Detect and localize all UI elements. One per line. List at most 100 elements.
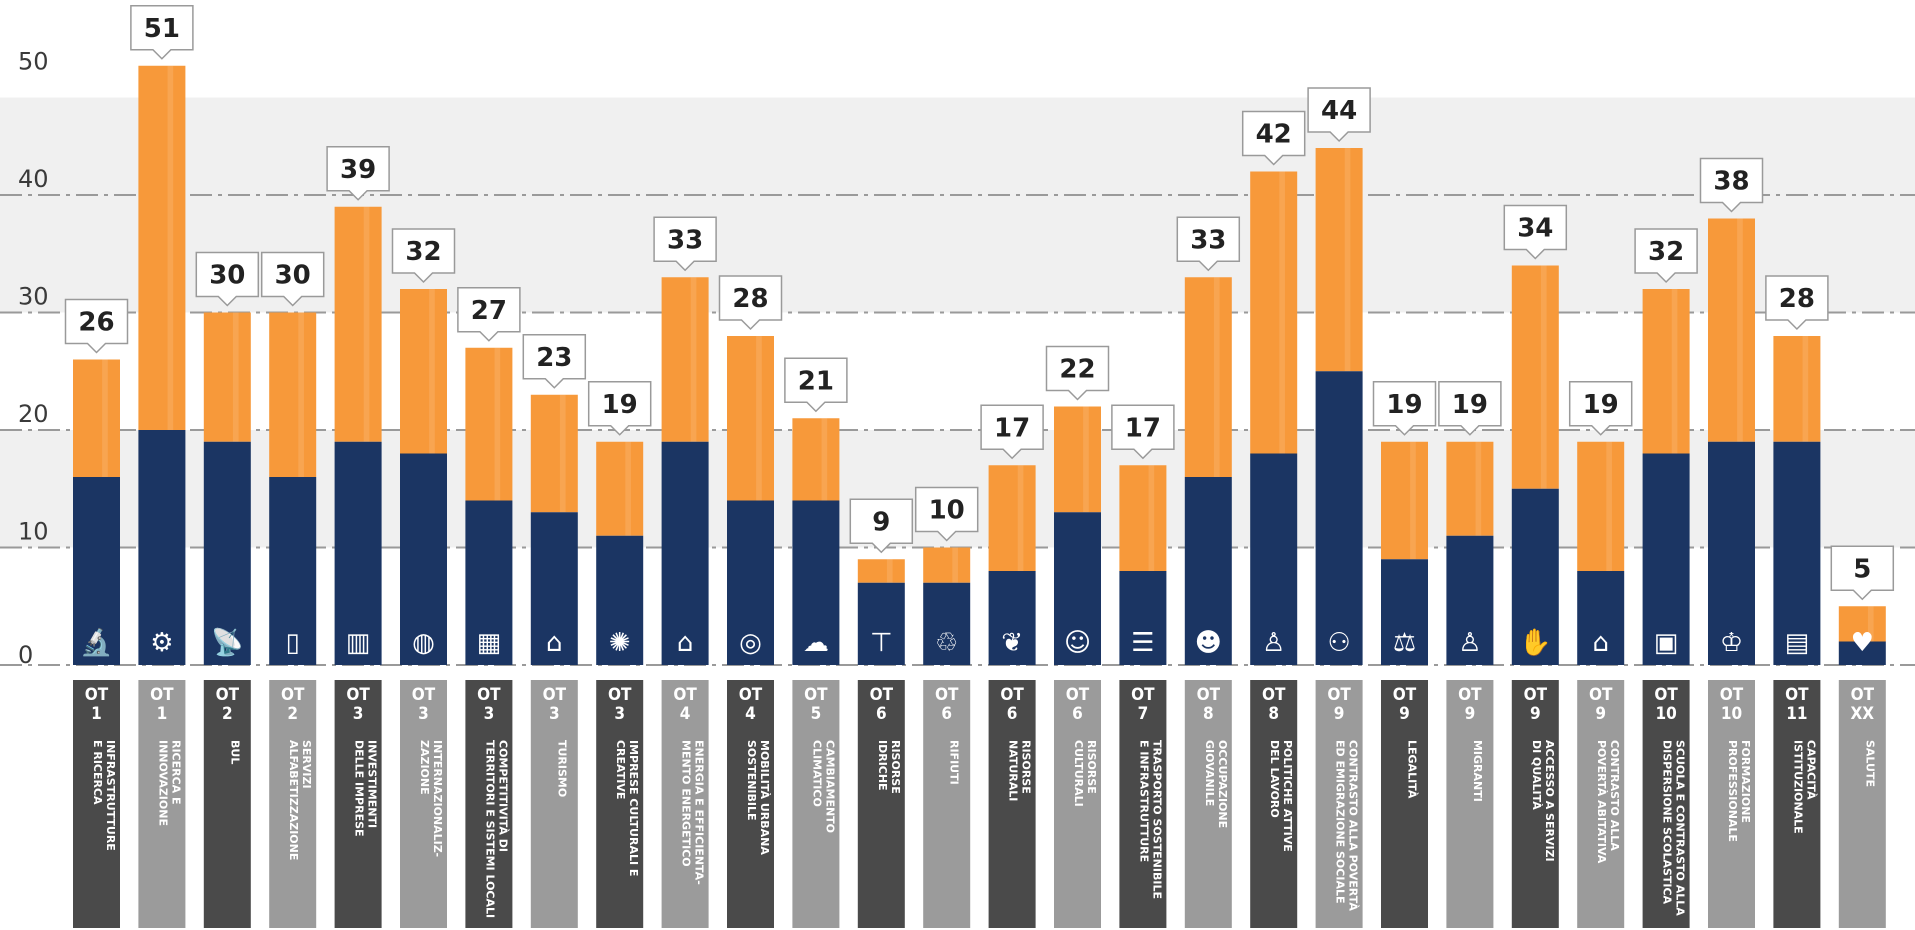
category-ot-number: 10 (1721, 704, 1742, 724)
bars: 🔬 26 ⚙ 51 📡 30 ▯ 30 ▥ 39 ◍ 32 ▦ 27 ⌂ 23 ✺ 19 ⌂ 33 ◎ 28 ☁ 21 ⊤ 9 ♲ 1… (64, 5, 1895, 665)
category-name-label: SCUOLA E CONTRASTO ALLA (1674, 740, 1687, 916)
category-name-label: CREATIVE (614, 740, 627, 799)
category-ot-number: 9 (1530, 704, 1541, 724)
value-callout (522, 334, 587, 389)
theatre-masks-icon: ☺ (1064, 628, 1091, 658)
bar-segment-bottom (1119, 571, 1167, 665)
category-ot-label: OT (1851, 685, 1875, 705)
bar-highlight (1344, 148, 1351, 372)
category-label-box (1315, 680, 1363, 928)
bar-segment-top (73, 359, 120, 477)
bar-segment-bottom (1577, 571, 1625, 665)
graduation-cap-icon: ♔ (1720, 628, 1743, 658)
value-label: 19 (1452, 390, 1488, 420)
category-name-label: BUL (228, 740, 241, 764)
category-ot-label: OT (1524, 685, 1548, 705)
bar-highlight (1606, 441, 1612, 571)
category-ot-number: 6 (1072, 704, 1083, 724)
bar-segment-top (1315, 148, 1363, 372)
category-name-label: LEGALITÀ (1406, 740, 1419, 799)
bar-highlight (1802, 336, 1809, 442)
value-label: 38 (1713, 167, 1749, 197)
category-name-label: MIGRANTI (1471, 740, 1484, 802)
category-name-label: CAMBIAMENTO (823, 740, 836, 833)
category-name-label: INNOVAZIONE (156, 740, 169, 826)
bar-segment-bottom (203, 441, 251, 665)
microscope-icon: 🔬 (80, 626, 112, 658)
bar-segment-top (1184, 277, 1232, 477)
category-label-box (1773, 680, 1821, 928)
category-ot-number: 11 (1786, 704, 1807, 724)
bar-highlight (952, 547, 958, 583)
category-ot-label: OT (150, 685, 174, 705)
bar-highlight (690, 277, 697, 442)
category-ot-number: 10 (1655, 704, 1676, 724)
value-callout (195, 251, 260, 307)
value-label: 42 (1256, 120, 1292, 150)
value-label: 19 (602, 390, 638, 420)
category-label-box (334, 680, 382, 928)
category-name-label: GIOVANILE (1203, 740, 1216, 806)
eco-house-icon: ⌂ (677, 628, 694, 658)
bar-highlight (1867, 606, 1874, 642)
bar-highlight (1410, 441, 1416, 560)
value-label: 10 (929, 496, 965, 526)
value-callout (849, 498, 914, 554)
value-callout (1111, 404, 1175, 460)
category-name-label: INTERNAZIONALIZ- (431, 740, 444, 857)
category-name-label: CULTURALI (1072, 740, 1085, 807)
category-ot-number: 8 (1203, 704, 1214, 724)
y-tick-label: 0 (18, 641, 33, 669)
y-tick-label: 30 (18, 283, 49, 311)
category-name-label: TURISMO (555, 740, 568, 797)
category-name-label: ACCESSO A SERVIZI (1543, 740, 1556, 862)
category-name-label: OCCUPAZIONE (1216, 740, 1229, 828)
robot-arm-icon: ⚙ (150, 628, 173, 658)
category-name-label: RIFIUTI (948, 740, 961, 785)
value-label: 30 (275, 261, 311, 291)
value-label: 33 (667, 225, 703, 255)
bar-segment-bottom (465, 500, 513, 665)
bar-segment-bottom (1315, 371, 1363, 665)
bar-segment-top (334, 206, 382, 442)
bar-segment-bottom (1773, 441, 1821, 665)
value-label: 44 (1321, 96, 1357, 126)
category-ot-label: OT (1720, 685, 1744, 705)
category-ot-label: OT (1393, 685, 1417, 705)
category-ot-label: OT (1262, 685, 1286, 705)
category-name-label: SERVIZI (300, 740, 313, 789)
category-label-box (1642, 680, 1690, 928)
category-ot-number: 3 (484, 704, 495, 724)
bar-segment-top (1381, 441, 1428, 560)
category-ot-number: 7 (1138, 704, 1149, 724)
value-label: 9 (872, 507, 890, 537)
category-ot-number: 4 (680, 704, 691, 724)
value-callout (1372, 381, 1437, 436)
leaf-hand-icon: ❦ (1001, 628, 1023, 658)
bar-highlight (1475, 441, 1482, 536)
category-name-label: POLITICHE ATTIVE (1281, 740, 1294, 852)
category-name-label: ISTITUZIONALE (1791, 740, 1804, 834)
bar-segment-top (465, 347, 513, 501)
bar-highlight (559, 394, 566, 513)
category-ot-number: 1 (157, 704, 168, 724)
value-label: 28 (732, 284, 768, 314)
value-callout (1438, 381, 1502, 436)
factory-icon: ▥ (346, 628, 371, 658)
category-ot-number: 3 (549, 704, 560, 724)
bar-segment-bottom (73, 477, 120, 665)
category-ot-number: 2 (287, 704, 298, 724)
bar-segment-top (1119, 465, 1167, 571)
bar-segment-bottom (1708, 441, 1755, 665)
bar-segment-bottom (857, 582, 905, 665)
category-ot-label: OT (804, 685, 828, 705)
category-ot-label: OT (870, 685, 894, 705)
category-ot-label: OT (673, 685, 697, 705)
category-ot-label: OT (1197, 685, 1221, 705)
bar-segment-top (1054, 406, 1101, 513)
value-callout (1241, 110, 1306, 166)
city-icon: ▦ (477, 628, 502, 658)
category-ot-number: 4 (745, 704, 756, 724)
category-name-label: ALFABETIZZAZIONE (287, 740, 300, 860)
category-name-label: FORMAZIONE (1739, 740, 1752, 823)
